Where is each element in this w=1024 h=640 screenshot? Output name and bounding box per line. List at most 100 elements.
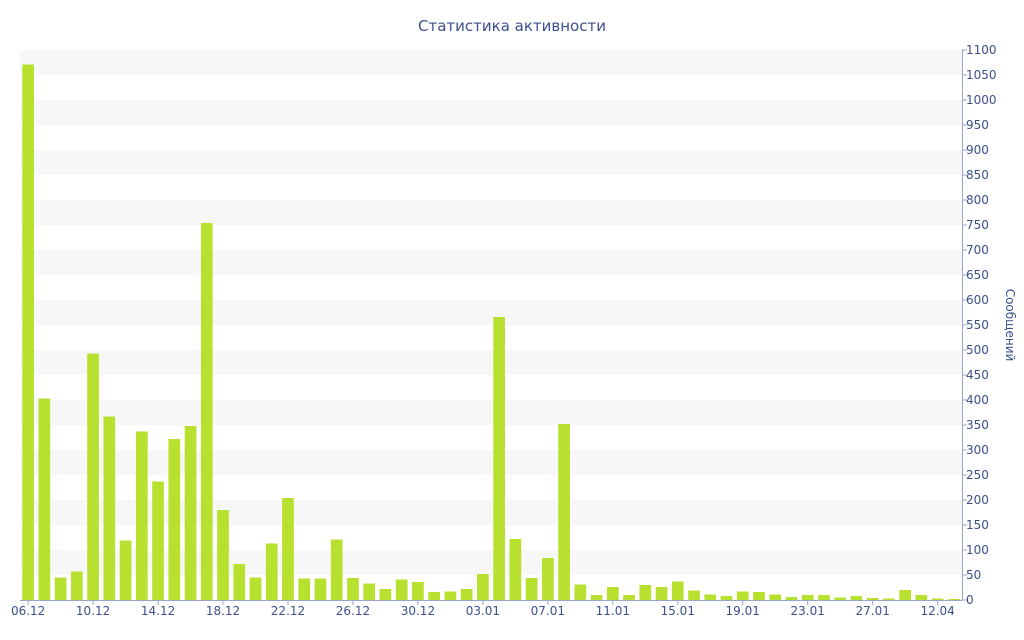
y-tick-label: 650 bbox=[966, 268, 989, 282]
bar-30.01[interactable] bbox=[915, 595, 928, 600]
y-tick-label: 100 bbox=[966, 543, 989, 557]
bar-13.04[interactable] bbox=[948, 599, 960, 600]
bar-19.01[interactable] bbox=[736, 591, 749, 601]
bar-14.12[interactable] bbox=[152, 481, 164, 601]
grid-band bbox=[20, 50, 962, 75]
y-axis-label: Сообщений bbox=[1003, 289, 1017, 362]
x-tick-label: 26.12 bbox=[336, 604, 370, 618]
x-tick-label: 12.04 bbox=[920, 604, 954, 618]
x-tick-label: 15.01 bbox=[661, 604, 695, 618]
x-axis-ticks: 06.12 10.12 14.12 18.12 22.12 26.12 30.12 03.01… bbox=[11, 600, 955, 618]
bar-09.12[interactable] bbox=[71, 571, 83, 601]
grid-band bbox=[20, 150, 962, 175]
bar-22.12[interactable] bbox=[282, 498, 294, 600]
y-tick-label: 400 bbox=[966, 393, 989, 407]
bar-13.01[interactable] bbox=[639, 585, 652, 600]
bar-27.12[interactable] bbox=[363, 583, 376, 601]
y-tick-label: 350 bbox=[966, 418, 989, 432]
bar-15.01[interactable] bbox=[671, 581, 684, 601]
y-tick-label: 500 bbox=[966, 343, 989, 357]
bar-31.12[interactable] bbox=[428, 592, 440, 600]
bar-14.01[interactable] bbox=[655, 587, 668, 600]
bar-29.01[interactable] bbox=[899, 590, 911, 600]
bar-06.01[interactable] bbox=[525, 578, 538, 600]
y-tick-label: 750 bbox=[966, 218, 989, 232]
bar-26.01[interactable] bbox=[850, 596, 863, 600]
bar-08.12[interactable] bbox=[54, 577, 67, 601]
bar-10.12[interactable] bbox=[87, 353, 99, 601]
y-tick-label: 950 bbox=[966, 118, 989, 132]
x-tick-label: 03.01 bbox=[466, 604, 500, 618]
bar-29.12[interactable] bbox=[395, 579, 408, 601]
bar-28.12[interactable] bbox=[379, 589, 392, 600]
bar-23.12[interactable] bbox=[298, 578, 311, 601]
bar-24.12[interactable] bbox=[314, 578, 327, 601]
bar-16.12[interactable] bbox=[184, 426, 197, 600]
bar-25.01[interactable] bbox=[834, 597, 847, 601]
y-tick-label: 300 bbox=[966, 443, 989, 457]
x-tick-label: 27.01 bbox=[855, 604, 889, 618]
bar-27.01[interactable] bbox=[866, 598, 879, 600]
bar-20.01[interactable] bbox=[753, 592, 765, 600]
bar-25.12[interactable] bbox=[330, 539, 343, 601]
bar-02.01[interactable] bbox=[460, 589, 473, 600]
bar-16.01[interactable] bbox=[688, 590, 700, 601]
bar-18.12[interactable] bbox=[217, 510, 229, 600]
bar-18.01[interactable] bbox=[720, 596, 733, 600]
bar-12.12[interactable] bbox=[119, 540, 132, 601]
bar-03.01[interactable] bbox=[477, 574, 489, 600]
y-tick-label: 850 bbox=[966, 168, 989, 182]
bar-10.01[interactable] bbox=[590, 595, 603, 600]
bar-05.01[interactable] bbox=[509, 539, 522, 600]
bar-04.01[interactable] bbox=[493, 317, 505, 600]
bar-23.01[interactable] bbox=[801, 595, 814, 600]
bar-12.04[interactable] bbox=[931, 598, 944, 601]
bar-19.12[interactable] bbox=[233, 564, 246, 600]
y-tick-label: 600 bbox=[966, 293, 989, 307]
y-tick-label: 50 bbox=[966, 568, 981, 582]
bar-15.12[interactable] bbox=[168, 439, 181, 600]
y-tick-label: 700 bbox=[966, 243, 989, 257]
bars bbox=[22, 64, 960, 601]
x-tick-label: 19.01 bbox=[726, 604, 760, 618]
bar-30.12[interactable] bbox=[412, 582, 424, 600]
bar-01.01[interactable] bbox=[444, 591, 457, 601]
y-tick-label: 1100 bbox=[966, 43, 997, 57]
x-tick-label: 07.01 bbox=[531, 604, 565, 618]
x-tick-label: 10.12 bbox=[76, 604, 110, 618]
bar-22.01[interactable] bbox=[785, 597, 798, 600]
x-tick-label: 11.01 bbox=[596, 604, 630, 618]
bar-06.12[interactable] bbox=[22, 64, 34, 601]
x-tick-label: 18.12 bbox=[206, 604, 240, 618]
bar-17.01[interactable] bbox=[704, 594, 717, 601]
grid-band bbox=[20, 200, 962, 225]
bar-26.12[interactable] bbox=[347, 578, 359, 600]
bar-28.01[interactable] bbox=[883, 598, 895, 601]
y-tick-label: 0 bbox=[966, 593, 974, 607]
bar-21.01[interactable] bbox=[769, 594, 782, 601]
bar-17.12[interactable] bbox=[200, 223, 213, 600]
y-tick-label: 200 bbox=[966, 493, 989, 507]
y-tick-label: 1000 bbox=[966, 93, 997, 107]
grid-band bbox=[20, 350, 962, 375]
bar-20.12[interactable] bbox=[249, 577, 262, 601]
y-tick-label: 550 bbox=[966, 318, 989, 332]
bar-07.12[interactable] bbox=[38, 398, 51, 601]
bar-12.01[interactable] bbox=[623, 595, 635, 600]
x-tick-label: 22.12 bbox=[271, 604, 305, 618]
bar-13.12[interactable] bbox=[135, 431, 148, 601]
grid-bands bbox=[20, 50, 962, 575]
bar-09.01[interactable] bbox=[574, 584, 587, 601]
grid-band bbox=[20, 450, 962, 475]
bar-11.01[interactable] bbox=[606, 587, 619, 600]
bar-21.12[interactable] bbox=[265, 543, 278, 601]
bar-24.01[interactable] bbox=[818, 595, 830, 600]
bar-08.01[interactable] bbox=[558, 424, 570, 600]
y-tick-label: 900 bbox=[966, 143, 989, 157]
bar-11.12[interactable] bbox=[103, 416, 116, 601]
x-tick-label: 23.01 bbox=[791, 604, 825, 618]
grid-band bbox=[20, 300, 962, 325]
bar-07.01[interactable] bbox=[542, 558, 554, 600]
x-tick-label: 14.12 bbox=[141, 604, 175, 618]
